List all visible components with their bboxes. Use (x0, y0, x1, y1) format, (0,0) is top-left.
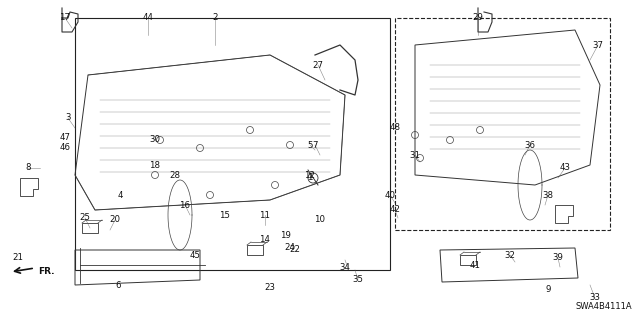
Text: 27: 27 (312, 61, 323, 70)
Text: 30: 30 (150, 136, 161, 145)
Text: 37: 37 (593, 41, 604, 49)
Text: 32: 32 (504, 250, 515, 259)
Text: 24: 24 (285, 243, 296, 253)
Text: 7: 7 (312, 140, 317, 150)
Text: 10: 10 (314, 216, 326, 225)
Text: 2: 2 (212, 13, 218, 23)
Text: 31: 31 (410, 151, 420, 160)
Text: 36: 36 (525, 140, 536, 150)
Text: 33: 33 (589, 293, 600, 302)
Text: 44: 44 (143, 13, 154, 23)
Text: 12: 12 (305, 170, 316, 180)
Text: 8: 8 (25, 164, 31, 173)
Text: 47: 47 (60, 133, 70, 143)
Bar (82, 223, 98, 233)
Text: 40: 40 (385, 190, 396, 199)
Text: 45: 45 (189, 250, 200, 259)
Bar (75, 18, 390, 270)
Text: 29: 29 (472, 13, 483, 23)
Text: 34: 34 (339, 263, 351, 272)
Text: 22: 22 (289, 246, 301, 255)
Text: 5: 5 (307, 140, 313, 150)
Text: 14: 14 (259, 235, 271, 244)
Text: 43: 43 (559, 164, 570, 173)
Text: SWA4B4111A: SWA4B4111A (575, 302, 632, 311)
Text: 18: 18 (150, 160, 161, 169)
Text: 17: 17 (60, 13, 70, 23)
Bar (460, 255, 476, 265)
Text: 21: 21 (13, 254, 24, 263)
Text: 25: 25 (79, 213, 90, 222)
Text: 41: 41 (470, 261, 481, 270)
Text: 46: 46 (60, 144, 70, 152)
Bar (395, 18, 610, 230)
Text: 20: 20 (109, 216, 120, 225)
Text: 6: 6 (115, 280, 121, 290)
Text: 42: 42 (390, 205, 401, 214)
Bar (247, 245, 263, 255)
Text: 1: 1 (307, 174, 313, 182)
Text: 9: 9 (545, 286, 550, 294)
Text: 3: 3 (65, 114, 71, 122)
Text: 16: 16 (179, 201, 191, 210)
Text: 4: 4 (117, 190, 123, 199)
Text: FR.: FR. (38, 268, 54, 277)
Text: 19: 19 (280, 231, 291, 240)
Text: 11: 11 (259, 211, 271, 219)
Text: 48: 48 (390, 123, 401, 132)
Text: 35: 35 (353, 276, 364, 285)
Text: 28: 28 (170, 170, 180, 180)
Text: 23: 23 (264, 284, 275, 293)
Text: 38: 38 (543, 190, 554, 199)
Text: 39: 39 (552, 254, 563, 263)
Text: 15: 15 (220, 211, 230, 219)
